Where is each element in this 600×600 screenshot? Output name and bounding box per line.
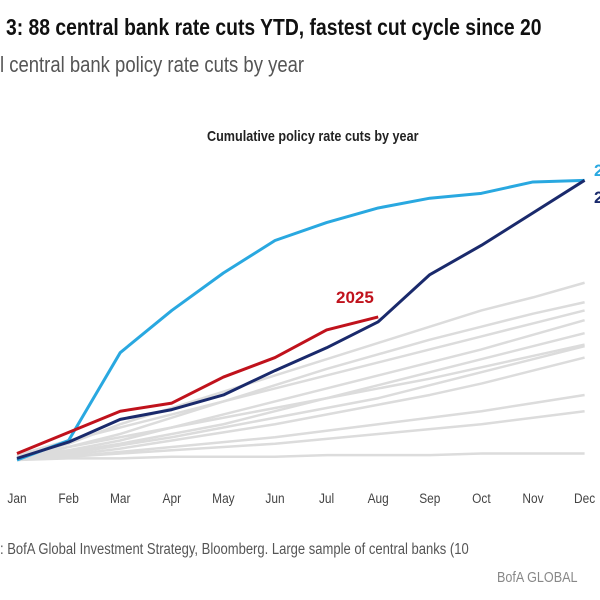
brand-label: BofA GLOBAL — [497, 569, 578, 586]
series-line-other-year — [16, 409, 585, 462]
series-line-highlight-1 — [16, 179, 586, 460]
series-label: 2 — [594, 161, 600, 180]
x-tick-label: Aug — [368, 490, 389, 506]
x-tick-label: Jun — [265, 490, 284, 506]
x-tick-label: Jul — [319, 490, 334, 506]
x-tick-label: May — [212, 490, 235, 506]
series-line-other-year — [16, 301, 585, 460]
chart-subheading: l central bank policy rate cuts by year — [0, 52, 305, 77]
series-label: 2 — [594, 188, 600, 207]
series-line-other-year — [16, 281, 585, 458]
x-tick-label: Mar — [110, 490, 131, 506]
series-line-highlight-0 — [16, 178, 585, 462]
x-tick-label: Oct — [472, 490, 491, 506]
series-line-other-year — [16, 393, 585, 462]
series-line-2025 — [16, 315, 379, 455]
x-tick-label: Dec — [574, 490, 596, 506]
series-line-other-year — [16, 318, 585, 458]
x-tick-label: Sep — [419, 490, 440, 506]
x-tick-label: Apr — [163, 490, 182, 506]
x-tick-label: Feb — [58, 490, 78, 506]
series-line-other-year — [16, 452, 585, 462]
series-label-2025: 2025 — [336, 288, 374, 307]
series-line-other-year — [16, 344, 585, 460]
x-tick-label: Jan — [7, 490, 26, 506]
chart-heading: 3: 88 central bank rate cuts YTD, fastes… — [6, 14, 542, 40]
series-line-other-year — [16, 356, 585, 462]
chart-title: Cumulative policy rate cuts by year — [207, 128, 419, 145]
series-line-other-year — [16, 309, 585, 457]
source-note: : BofA Global Investment Strategy, Bloom… — [0, 541, 469, 558]
series-line-other-year — [16, 343, 585, 458]
series-line-other-year — [16, 331, 585, 460]
x-tick-label: Nov — [522, 490, 544, 506]
